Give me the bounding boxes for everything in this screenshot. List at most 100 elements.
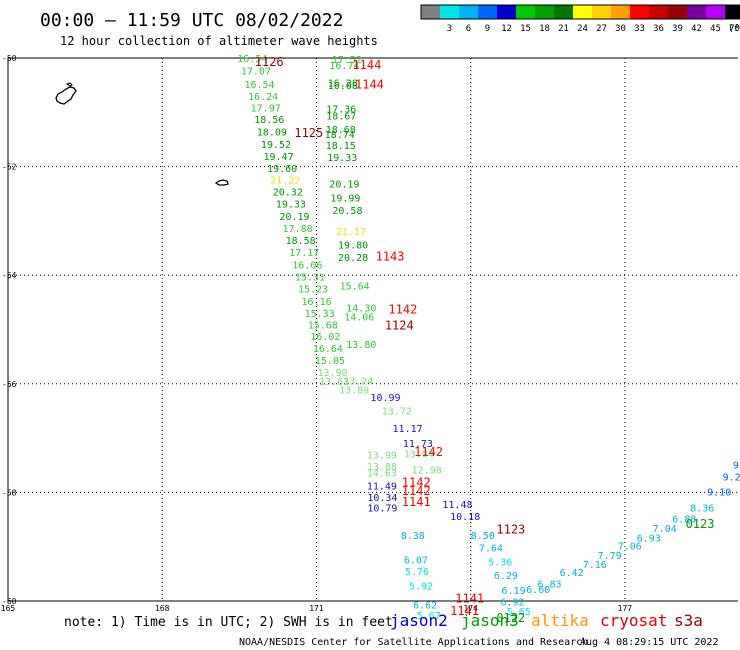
mission-legend-jason2: jason2 — [390, 611, 448, 630]
scale-label: 6 — [466, 24, 471, 34]
lon-tick-label: 165 — [1, 604, 16, 613]
mission-legend: jason2 jason3 altika cryosat s3a — [390, 611, 703, 630]
wave-height-label: 17.07 — [241, 67, 271, 78]
wave-height-label: 16.24 — [248, 92, 278, 103]
pass-time-label: 1123 — [496, 522, 525, 536]
scale-swatch — [573, 5, 592, 19]
wave-height-label: 16.64 — [313, 344, 343, 355]
lon-tick-label: 177 — [618, 604, 633, 613]
pass-time-label: 1142 — [402, 476, 431, 490]
lon-tick-label: 171 — [309, 604, 324, 613]
lat-tick-label: -60 — [2, 597, 17, 606]
wave-height-label: 20.32 — [273, 188, 303, 199]
wave-height-label: 16.06 — [292, 260, 322, 271]
scale-swatch — [592, 5, 611, 19]
footer-note: note: 1) Time is in UTC; 2) SWH is in fe… — [64, 615, 393, 630]
wave-height-label: 20.28 — [338, 253, 368, 264]
scale-label: 42 — [691, 24, 702, 34]
scale-swatch — [668, 5, 687, 19]
wave-height-label: 9.10 — [707, 487, 731, 498]
wave-height-label: 16.74 — [329, 61, 359, 72]
scale-label: 39 — [672, 24, 683, 34]
campbell-island — [214, 179, 229, 186]
wave-height-label: 5.36 — [488, 557, 512, 568]
wave-height-label: 6.29 — [494, 571, 518, 582]
wave-height-label: 8.38 — [401, 531, 425, 542]
wave-height-label: 17.88 — [283, 224, 313, 235]
lat-tick-label: -58 — [2, 488, 17, 497]
footer-credit: NOAA/NESDIS Center for Satellite Applica… — [239, 637, 588, 648]
wave-height-label: 13.80 — [346, 340, 376, 351]
wave-height-label: 6.42 — [560, 568, 584, 579]
wave-height-label: 13.04 — [404, 449, 434, 460]
pass-time-label: 1142 — [388, 302, 417, 316]
scale-swatch — [440, 5, 459, 19]
wave-height-label: 10.34 — [367, 493, 397, 504]
wave-height-label: 19.99 — [330, 194, 360, 205]
wave-height-label: 15.64 — [340, 282, 370, 293]
mission-legend-cryosat: cryosat — [600, 611, 667, 630]
wave-height-label: 17.36 — [326, 105, 356, 116]
wave-height-label: 6.60 — [526, 585, 550, 596]
wave-height-label: 18.56 — [254, 115, 284, 126]
scale-swatch — [687, 5, 706, 19]
wave-height-label: 5.92 — [409, 581, 433, 592]
pass-time-label: 1141 — [455, 591, 484, 605]
wave-height-label: 19.33 — [327, 153, 357, 164]
map-title: 00:00 — 11:59 UTC 08/02/2022 — [40, 10, 343, 31]
pass-time-label: 1142 — [414, 445, 443, 459]
wave-height-label: 7.06 — [618, 542, 642, 553]
wave-height-label: 15.68 — [308, 321, 338, 332]
wave-height-label: 16.28 — [328, 79, 358, 90]
wave-height-observations: 16.5417.0716.5416.2417.9718.5618.0919.52… — [237, 54, 740, 622]
wave-height-label: 11.17 — [393, 424, 423, 435]
auckland-island — [55, 86, 77, 105]
pass-time-label: 1125 — [294, 126, 323, 140]
wave-height-label: 21.17 — [336, 227, 366, 238]
scale-label: 24 — [577, 24, 588, 34]
pass-time-label: 0123 — [686, 517, 715, 531]
scale-swatch — [535, 5, 554, 19]
scale-swatch — [421, 5, 440, 19]
wave-height-label: 16.16 — [302, 297, 332, 308]
wave-height-label: 17.97 — [251, 103, 281, 114]
lon-tick-label: 174 — [463, 604, 478, 613]
wave-height-label: 15.23 — [298, 284, 328, 295]
mission-legend-altika: altika — [531, 611, 589, 630]
wave-height-label: 18.09 — [257, 127, 287, 138]
wave-height-label: 13.24 — [343, 377, 373, 388]
wave-height-label: 18.58 — [286, 236, 316, 247]
wave-height-label: 19.52 — [261, 140, 291, 151]
scale-swatch — [649, 5, 668, 19]
pass-time-label: 1126 — [255, 55, 284, 69]
footer-timestamp: Aug 4 08:29:15 UTC 2022 — [580, 637, 718, 648]
wave-height-label: 20.19 — [279, 212, 309, 223]
wave-height-label: 6.93 — [637, 534, 661, 545]
wave-height-label: 18.15 — [326, 141, 356, 152]
wave-height-label: 17.52 — [332, 55, 362, 66]
wave-height-label: 7.04 — [653, 524, 677, 535]
pass-time-label: 1142 — [402, 484, 431, 498]
scale-swatch — [497, 5, 516, 19]
land-masses — [55, 82, 229, 186]
lat-tick-label: -56 — [2, 380, 17, 389]
wave-height-label: 5.67 — [417, 611, 441, 622]
wave-height-label: 11.49 — [367, 481, 397, 492]
wave-height-label: 9.27 — [723, 473, 740, 484]
wave-height-label: 7.64 — [479, 543, 503, 554]
wave-height-label: 6.19 — [502, 586, 526, 597]
wave-height-label: 15.05 — [315, 356, 345, 367]
scale-swatch — [459, 5, 478, 19]
wave-height-label: 15.31 — [295, 272, 325, 283]
scale-label: 45 — [710, 24, 721, 34]
lat-tick-label: -52 — [2, 163, 17, 172]
wave-height-label: 15.33 — [305, 309, 335, 320]
wave-height-label: 13.63 — [319, 377, 349, 388]
wave-height-label: 18.74 — [325, 130, 355, 141]
pass-time-label: 1141 — [402, 495, 431, 509]
scale-swatch — [611, 5, 630, 19]
map-subtitle: 12 hour collection of altimeter wave hei… — [60, 34, 378, 48]
lat-tick-label: -54 — [2, 271, 17, 280]
